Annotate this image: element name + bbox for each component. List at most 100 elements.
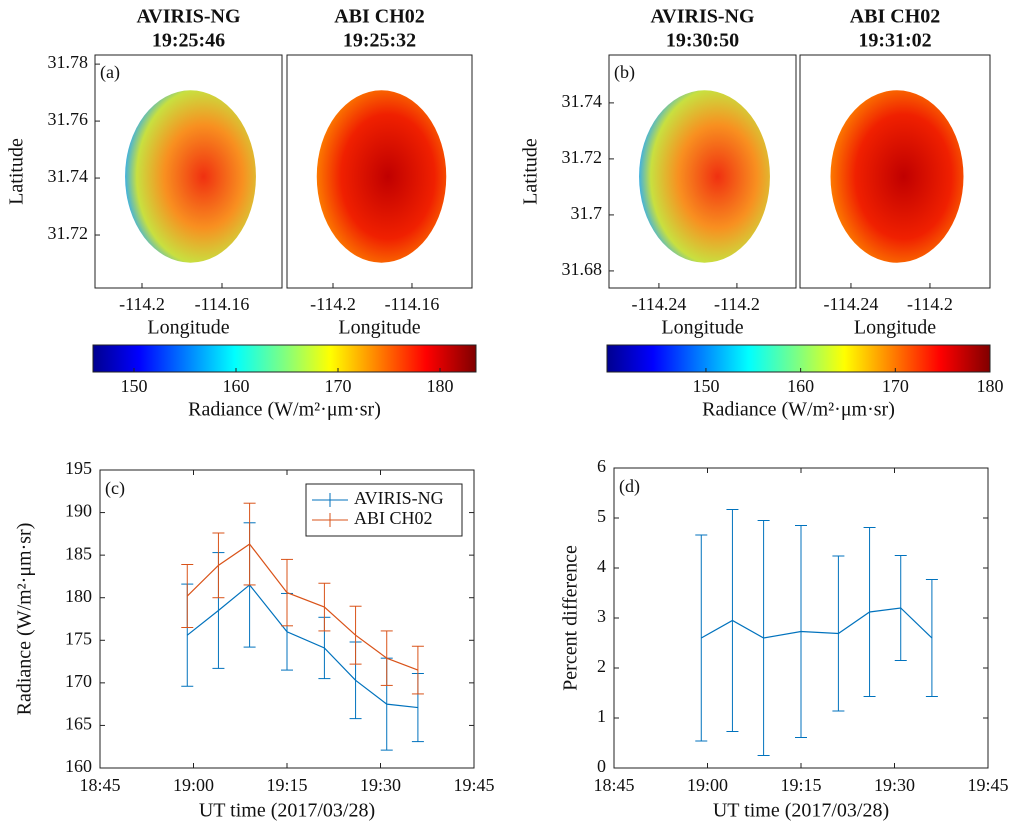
y-tick-label: 31.74 — [48, 166, 89, 186]
x-tick-label: 19:15 — [266, 775, 307, 795]
x-axis-label: Longitude — [147, 317, 229, 339]
colorbar-label: Radiance (W/m²·μm·sr) — [702, 399, 895, 421]
panel-title: ABI CH02 — [850, 6, 941, 28]
axes-box — [94, 54, 283, 289]
error-bar — [318, 582, 331, 632]
x-axis-label: UT time (2017/03/28) — [199, 800, 375, 822]
panel-title: ABI CH02 — [334, 6, 425, 28]
colorbar-tick-label: 160 — [787, 376, 814, 396]
y-tick-label: 175 — [65, 628, 92, 648]
x-tick-label: 19:45 — [453, 775, 494, 795]
y-tick-label: 1 — [597, 706, 606, 726]
x-tick-label: -114.16 — [195, 294, 250, 314]
y-tick-label: 180 — [65, 586, 92, 606]
error-bar — [411, 645, 424, 695]
map-image — [830, 90, 964, 263]
x-tick-label: -114.16 — [385, 294, 440, 314]
error-bar — [243, 502, 256, 586]
error-bar — [349, 605, 362, 665]
y-axis-label: Latitude — [520, 138, 542, 205]
axes-box — [608, 54, 797, 289]
y-tick-label: 31.72 — [562, 147, 603, 167]
panel-title: 19:25:32 — [343, 30, 416, 52]
panel-label: (a) — [100, 62, 120, 83]
x-tick-label: -114.2 — [119, 294, 165, 314]
error-bar — [212, 532, 225, 599]
x-tick-label: 19:00 — [173, 775, 214, 795]
panel-title: 19:30:50 — [666, 30, 739, 52]
axes-box — [799, 54, 991, 289]
x-axis-label: Longitude — [661, 317, 743, 339]
y-tick-label: 31.72 — [48, 223, 89, 243]
panel-title: AVIRIS-NG — [136, 6, 241, 28]
error-bar — [925, 579, 938, 697]
y-tick-label: 195 — [65, 458, 92, 478]
x-tick-label: -114.24 — [632, 294, 687, 314]
colorbar — [92, 344, 477, 373]
colorbar-label: Radiance (W/m²·μm·sr) — [188, 399, 381, 421]
y-tick-label: 6 — [597, 456, 606, 476]
y-tick-label: 190 — [65, 501, 92, 521]
x-tick-label: 19:00 — [687, 775, 728, 795]
x-tick-label: 19:45 — [967, 775, 1008, 795]
panel-title: 19:31:02 — [858, 30, 931, 52]
error-bar — [380, 630, 393, 686]
y-axis-label: Latitude — [6, 138, 28, 205]
y-tick-label: 31.7 — [571, 203, 603, 223]
panel-label: (d) — [619, 476, 640, 497]
y-axis-label: Radiance (W/m²·μm·sr) — [14, 523, 36, 716]
y-tick-label: 160 — [65, 756, 92, 776]
colorbar-tick-label: 150 — [692, 376, 719, 396]
axes-box — [286, 54, 473, 289]
colorbar-tick-label: 180 — [977, 376, 1004, 396]
y-tick-label: 31.68 — [562, 259, 603, 279]
y-tick-label: 31.76 — [48, 109, 89, 129]
panel-label: (b) — [614, 62, 635, 83]
y-tick-label: 4 — [597, 556, 606, 576]
panel-label: (c) — [105, 478, 125, 499]
colorbar-tick-label: 180 — [426, 376, 453, 396]
y-axis-label: Percent difference — [560, 545, 582, 691]
y-tick-label: 0 — [597, 756, 606, 776]
error-bar — [795, 525, 807, 738]
map-image — [125, 90, 256, 263]
x-axis-label: Longitude — [854, 317, 936, 339]
colorbar-tick-label: 170 — [324, 376, 351, 396]
error-bar — [894, 555, 907, 661]
panel-title: 19:25:46 — [152, 30, 225, 52]
legend-label: AVIRIS-NG — [354, 488, 444, 508]
error-bar — [181, 564, 194, 629]
colorbar — [606, 344, 991, 373]
x-tick-label: 19:30 — [360, 775, 401, 795]
x-axis-label: Longitude — [338, 317, 420, 339]
error-bar — [281, 558, 293, 627]
x-tick-label: -114.24 — [824, 294, 879, 314]
y-tick-label: 3 — [597, 606, 606, 626]
y-tick-label: 31.74 — [562, 91, 603, 111]
colorbar-tick-label: 150 — [121, 376, 148, 396]
panel-title: AVIRIS-NG — [650, 6, 755, 28]
series-line — [186, 584, 418, 709]
x-tick-label: 18:45 — [593, 775, 634, 795]
error-bar — [726, 509, 739, 732]
error-bar — [832, 555, 845, 712]
x-tick-label: 18:45 — [79, 775, 120, 795]
x-tick-label: 19:15 — [780, 775, 821, 795]
x-tick-label: -114.2 — [714, 294, 760, 314]
error-bar — [757, 520, 770, 756]
map-image — [639, 90, 770, 263]
y-tick-label: 2 — [597, 656, 606, 676]
y-tick-label: 31.78 — [48, 52, 89, 72]
series-line — [700, 607, 933, 639]
colorbar-tick-label: 170 — [882, 376, 909, 396]
legend-box — [305, 483, 463, 537]
colorbar-tick-label: 160 — [223, 376, 250, 396]
error-bar — [863, 527, 876, 697]
y-tick-label: 170 — [65, 671, 92, 691]
map-image — [316, 90, 447, 263]
x-axis-label: UT time (2017/03/28) — [713, 800, 889, 822]
x-tick-label: -114.2 — [907, 294, 953, 314]
y-tick-label: 165 — [65, 714, 92, 734]
y-tick-label: 5 — [597, 506, 606, 526]
